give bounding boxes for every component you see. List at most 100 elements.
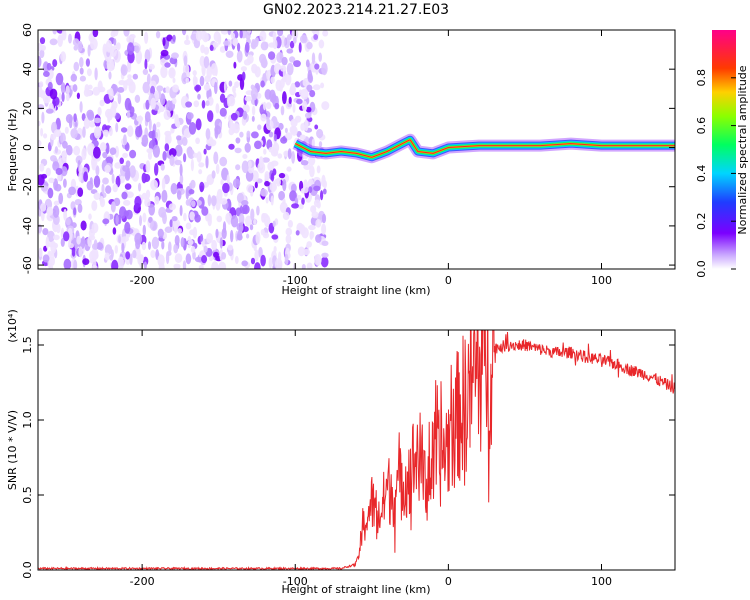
- noise-blob: [270, 76, 275, 84]
- noise-blob: [117, 93, 122, 105]
- noise-blob: [218, 261, 227, 269]
- noise-blob: [125, 209, 133, 220]
- noise-blob: [201, 100, 206, 109]
- noise-blob: [262, 232, 270, 239]
- noise-blob: [129, 253, 133, 266]
- noise-blob: [132, 249, 137, 259]
- noise-blob: [253, 218, 257, 225]
- noise-blob: [277, 30, 284, 37]
- colorbar-gradient: [712, 30, 736, 269]
- noise-blob: [40, 202, 47, 212]
- noise-blob: [205, 155, 209, 169]
- noise-blob: [320, 82, 325, 89]
- noise-blob: [197, 93, 201, 100]
- noise-blob: [112, 183, 118, 193]
- noise-blob: [211, 261, 219, 269]
- noise-blob: [244, 142, 251, 153]
- noise-blob: [235, 137, 241, 144]
- noise-blob: [145, 160, 151, 173]
- noise-blob: [68, 186, 76, 196]
- bottom-y-tick-label: 0.0: [21, 561, 34, 579]
- noise-blob: [142, 81, 150, 94]
- noise-blob: [42, 228, 49, 236]
- noise-blob: [237, 42, 241, 52]
- noise-blob: [109, 147, 117, 155]
- noise-blob: [161, 189, 168, 203]
- top-y-tick-label: 0: [21, 144, 34, 151]
- noise-blob: [112, 227, 117, 235]
- noise-blob: [93, 175, 101, 188]
- noise-blob: [141, 134, 149, 147]
- noise-blob: [192, 226, 198, 239]
- noise-blob: [272, 142, 280, 153]
- noise-blob: [220, 30, 229, 35]
- noise-blob: [141, 172, 147, 184]
- noise-blob: [296, 98, 303, 105]
- top-y-ticks: -60 -40 -20 0 20 40 60: [21, 23, 675, 274]
- bottom-plot-frame: [37, 329, 676, 571]
- noise-blob: [102, 151, 108, 159]
- noise-blob: [79, 57, 84, 68]
- noise-blob: [150, 179, 159, 191]
- noise-blob: [49, 38, 58, 46]
- noise-blob: [292, 37, 297, 44]
- noise-blob: [313, 199, 321, 208]
- noise-blob: [81, 147, 87, 160]
- noise-blob: [185, 101, 193, 108]
- noise-blob: [156, 85, 164, 92]
- noise-blob: [86, 68, 92, 77]
- noise-blob: [194, 256, 203, 263]
- noise-blob: [307, 155, 316, 166]
- noise-blob: [260, 113, 267, 122]
- noise-blob: [300, 123, 305, 131]
- noise-blob: [232, 123, 240, 134]
- noise-blob: [245, 32, 251, 40]
- noise-blob: [285, 227, 293, 236]
- noise-blob: [227, 244, 234, 251]
- noise-blob: [201, 206, 209, 216]
- spectrogram-noise: [38, 30, 330, 269]
- noise-blob: [127, 74, 132, 80]
- noise-blob: [220, 179, 224, 186]
- noise-blob: [260, 80, 265, 88]
- noise-blob: [255, 231, 261, 245]
- noise-blob: [242, 204, 250, 215]
- noise-blob: [260, 41, 269, 51]
- noise-blob: [43, 71, 50, 77]
- noise-blob: [189, 211, 196, 221]
- noise-blob: [160, 163, 165, 171]
- noise-blob: [54, 146, 59, 154]
- noise-blob: [185, 253, 192, 265]
- noise-blob: [150, 85, 156, 96]
- noise-blob: [308, 224, 316, 231]
- noise-blob: [284, 127, 288, 134]
- noise-blob: [195, 30, 202, 42]
- noise-blob: [289, 40, 295, 49]
- noise-blob: [234, 255, 239, 265]
- bottom-y-axis-label: SNR (10 * V/V): [6, 410, 19, 490]
- noise-blob: [186, 112, 194, 120]
- noise-blob: [171, 52, 179, 59]
- noise-blob: [305, 106, 312, 113]
- noise-blob: [302, 185, 309, 194]
- noise-blob: [118, 235, 122, 244]
- noise-blob: [321, 223, 327, 235]
- noise-blob: [177, 228, 182, 234]
- noise-blob: [76, 92, 80, 100]
- bottom-y-tick-label: 1.5: [21, 336, 34, 354]
- noise-blob: [41, 45, 46, 51]
- noise-blob: [306, 262, 313, 269]
- noise-blob: [91, 156, 98, 169]
- noise-blob: [230, 112, 238, 121]
- noise-blob: [268, 131, 274, 138]
- colorbar-ticks: 0.0 0.2 0.4 0.6 0.8: [695, 69, 736, 278]
- bottom-x-tick-label: 100: [591, 575, 612, 588]
- noise-blob: [174, 144, 183, 157]
- noise-blob: [188, 121, 197, 135]
- noise-blob: [195, 137, 201, 145]
- noise-blob: [282, 211, 290, 221]
- noise-blob: [227, 30, 231, 36]
- noise-blob: [227, 97, 232, 108]
- noise-blob: [236, 50, 243, 63]
- noise-blob: [121, 242, 125, 253]
